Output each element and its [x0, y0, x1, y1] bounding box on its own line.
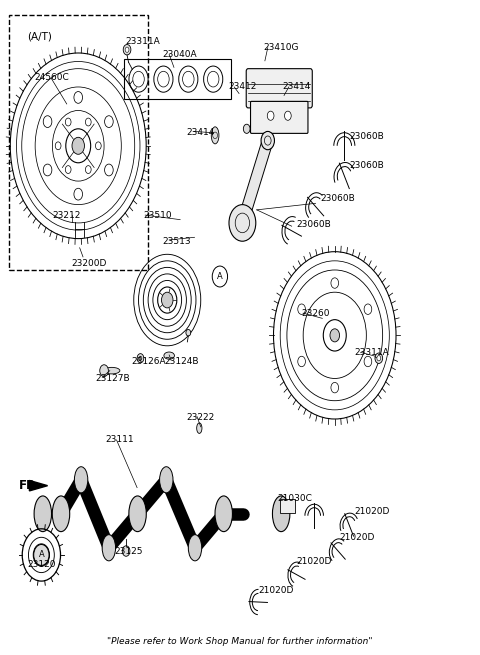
- Circle shape: [74, 188, 83, 200]
- Circle shape: [285, 111, 291, 121]
- Text: 23060B: 23060B: [349, 161, 384, 170]
- FancyBboxPatch shape: [251, 102, 308, 134]
- Text: 23212: 23212: [52, 210, 81, 219]
- Ellipse shape: [52, 496, 70, 532]
- Polygon shape: [29, 481, 48, 491]
- Circle shape: [331, 383, 338, 393]
- FancyBboxPatch shape: [280, 498, 295, 513]
- Text: 23200D: 23200D: [72, 259, 107, 268]
- Ellipse shape: [129, 496, 146, 532]
- Text: A: A: [38, 550, 44, 559]
- Circle shape: [364, 304, 372, 314]
- Circle shape: [85, 118, 91, 126]
- Ellipse shape: [34, 496, 51, 532]
- Text: 23414: 23414: [282, 83, 311, 92]
- Text: 21020D: 21020D: [339, 533, 375, 542]
- Circle shape: [96, 142, 101, 150]
- Circle shape: [364, 356, 372, 367]
- Circle shape: [85, 166, 91, 174]
- Circle shape: [330, 329, 339, 342]
- Circle shape: [43, 164, 52, 176]
- Text: 23414: 23414: [186, 128, 215, 138]
- Ellipse shape: [102, 534, 116, 561]
- Circle shape: [105, 164, 113, 176]
- Text: 23120: 23120: [27, 559, 56, 569]
- Text: 23412: 23412: [228, 83, 256, 92]
- Circle shape: [331, 278, 338, 288]
- Circle shape: [74, 92, 83, 103]
- Ellipse shape: [159, 467, 173, 493]
- Circle shape: [243, 124, 250, 134]
- Circle shape: [261, 132, 275, 150]
- Ellipse shape: [215, 496, 232, 532]
- Circle shape: [377, 356, 381, 361]
- Circle shape: [122, 546, 130, 556]
- Circle shape: [72, 138, 84, 155]
- Text: 21020D: 21020D: [354, 508, 389, 516]
- Text: 23510: 23510: [144, 210, 172, 219]
- Circle shape: [186, 329, 191, 336]
- Ellipse shape: [188, 534, 202, 561]
- Circle shape: [375, 353, 383, 364]
- Text: 23060B: 23060B: [297, 219, 331, 229]
- Text: 23311A: 23311A: [125, 37, 160, 47]
- Text: 23410G: 23410G: [263, 43, 299, 52]
- Circle shape: [55, 142, 61, 150]
- Text: 21020D: 21020D: [258, 586, 294, 595]
- Text: 21030C: 21030C: [277, 495, 312, 503]
- Circle shape: [33, 544, 49, 566]
- Ellipse shape: [104, 367, 120, 374]
- Text: 24560C: 24560C: [34, 73, 69, 83]
- Text: "Please refer to Work Shop Manual for further information": "Please refer to Work Shop Manual for fu…: [107, 637, 373, 646]
- Text: A: A: [217, 272, 223, 281]
- Text: 23124B: 23124B: [164, 357, 199, 366]
- Circle shape: [298, 356, 305, 367]
- Text: 23311A: 23311A: [354, 348, 389, 357]
- Ellipse shape: [211, 127, 219, 144]
- Circle shape: [123, 45, 131, 55]
- Text: 23111: 23111: [105, 436, 133, 445]
- Text: 23125: 23125: [115, 546, 143, 555]
- Polygon shape: [238, 138, 273, 226]
- Circle shape: [137, 354, 144, 363]
- Text: 23126A: 23126A: [131, 357, 166, 366]
- Text: (A/T): (A/T): [27, 31, 52, 42]
- Text: 23060B: 23060B: [349, 132, 384, 141]
- Text: 23127B: 23127B: [96, 374, 130, 383]
- Ellipse shape: [197, 423, 202, 434]
- Ellipse shape: [273, 496, 290, 532]
- FancyBboxPatch shape: [246, 69, 312, 108]
- Circle shape: [161, 292, 173, 308]
- Text: 23260: 23260: [301, 309, 330, 318]
- Ellipse shape: [74, 467, 88, 493]
- Circle shape: [267, 111, 274, 121]
- Text: 23513: 23513: [162, 236, 191, 246]
- Circle shape: [65, 166, 71, 174]
- Circle shape: [65, 118, 71, 126]
- Circle shape: [298, 304, 305, 314]
- Circle shape: [229, 204, 256, 241]
- Text: 21020D: 21020D: [297, 557, 332, 566]
- Ellipse shape: [164, 352, 174, 359]
- Circle shape: [105, 116, 113, 128]
- Circle shape: [125, 47, 129, 52]
- Circle shape: [43, 116, 52, 128]
- Text: 23060B: 23060B: [321, 194, 355, 202]
- Text: 23040A: 23040A: [162, 50, 197, 59]
- Text: FR.: FR.: [19, 479, 41, 492]
- Text: 23222: 23222: [186, 413, 215, 422]
- Circle shape: [100, 365, 108, 377]
